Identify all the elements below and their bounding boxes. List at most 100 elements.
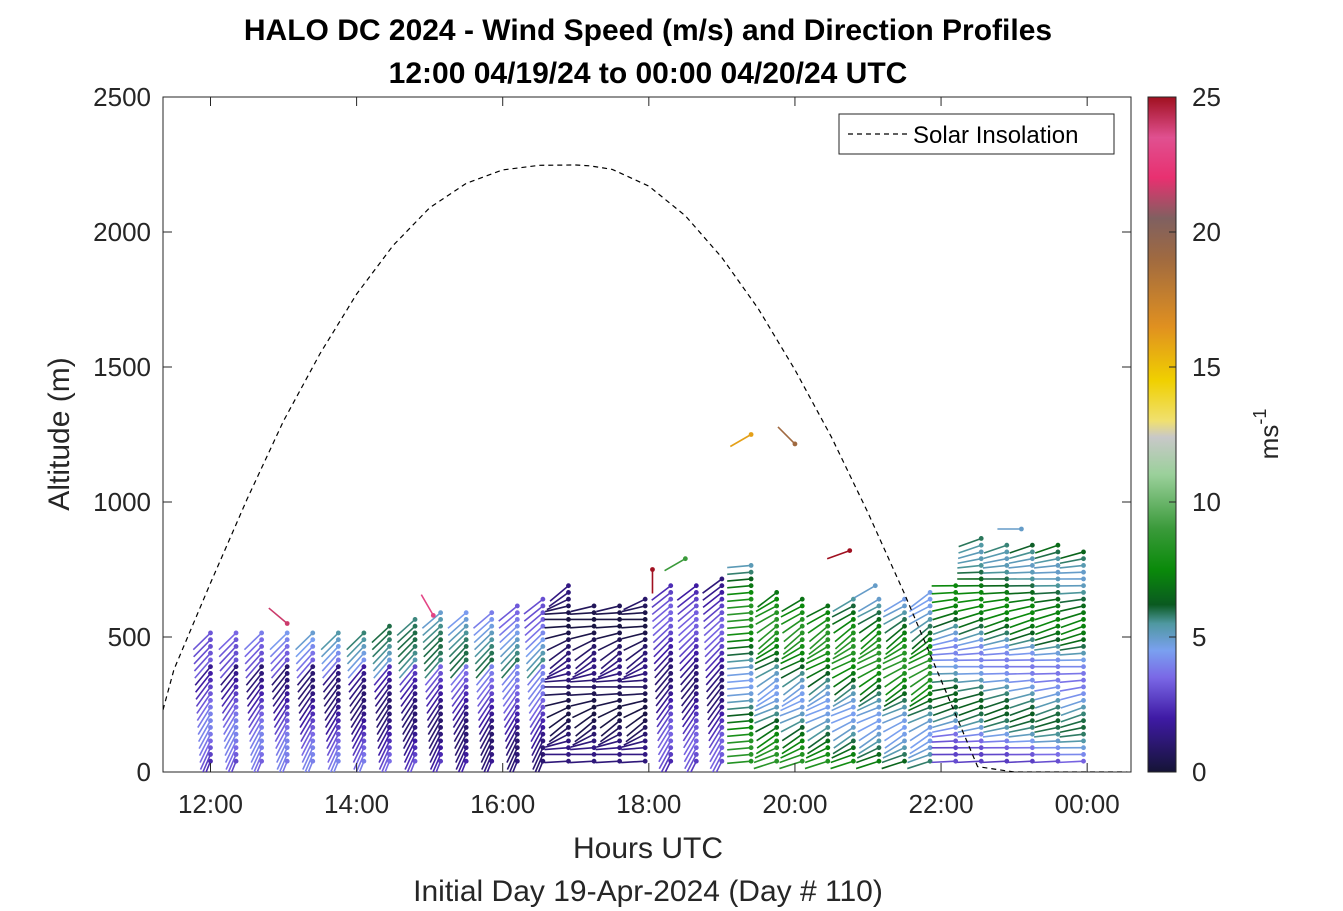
wind-barb	[195, 677, 213, 700]
wind-barb	[531, 738, 546, 763]
wind-barb-dot	[514, 752, 520, 757]
wind-barb-shaft	[202, 754, 212, 772]
wind-barb	[621, 623, 648, 629]
wind-barb-dot	[1081, 745, 1086, 751]
wind-barb-dot	[361, 704, 367, 710]
wind-barb-dot	[1081, 583, 1086, 589]
wind-barb-dot	[284, 711, 290, 717]
wind-barb	[193, 650, 213, 672]
wind-barb-dot	[799, 711, 805, 717]
wind-barb-dot	[566, 596, 571, 602]
wind-barb-shaft	[833, 639, 854, 656]
wind-barb-shaft	[423, 652, 442, 672]
wind-barb-dot	[719, 752, 725, 757]
wind-barb-shaft	[599, 645, 621, 662]
wind-barb	[625, 644, 648, 662]
wind-barb-shaft	[621, 692, 646, 696]
wind-barb	[452, 698, 469, 721]
wind-barb-dot	[591, 650, 597, 656]
wind-barb-dot	[825, 718, 831, 724]
wind-barb-dot	[799, 704, 805, 710]
wind-barb-shaft	[982, 733, 1007, 738]
wind-barb-shaft	[703, 605, 723, 623]
wind-barb	[525, 644, 546, 665]
wind-barb-dot	[1004, 576, 1010, 582]
wind-barb	[705, 664, 725, 686]
wind-barb-shaft	[501, 672, 518, 693]
wind-barb	[324, 704, 341, 728]
wind-barb	[660, 752, 674, 772]
wind-barb-shaft	[403, 740, 416, 763]
wind-barb-dot	[566, 684, 571, 690]
wind-barb-dot	[876, 691, 882, 697]
wind-barb-shaft	[779, 713, 803, 724]
wind-barb-dot	[978, 617, 984, 622]
wind-barb-dot	[693, 650, 699, 656]
wind-barb-dot	[566, 725, 571, 730]
wind-barb-shaft	[326, 727, 340, 749]
wind-barb-shaft	[1034, 733, 1059, 738]
wind-barb-shaft	[1033, 760, 1058, 764]
wind-barb-shaft	[1060, 632, 1084, 641]
wind-barb-dot	[1004, 711, 1010, 717]
wind-barb-dot	[489, 677, 495, 683]
wind-barb	[1008, 745, 1035, 751]
wind-barb-dot	[233, 664, 239, 670]
wind-barb	[1034, 637, 1061, 647]
wind-barb-dot	[591, 704, 597, 710]
wind-barb-dot	[774, 590, 780, 595]
wind-barb	[932, 718, 959, 729]
wind-barb-shaft	[652, 618, 672, 637]
wind-barb	[857, 664, 882, 679]
wind-barb-shaft	[910, 639, 931, 656]
wind-barb-shaft	[348, 672, 365, 693]
wind-barb-shaft	[432, 754, 442, 772]
wind-barb	[322, 657, 341, 679]
wind-barb	[269, 630, 290, 651]
wind-barb	[546, 704, 571, 719]
wind-barb-shaft	[704, 645, 723, 665]
wind-barb	[428, 725, 444, 749]
wind-barb	[455, 745, 469, 770]
wind-barb-dot	[335, 738, 341, 744]
wind-barb-dot	[259, 731, 265, 737]
wind-barb	[982, 650, 1010, 656]
wind-barb	[298, 691, 316, 714]
wind-barb-shaft	[780, 699, 803, 712]
wind-barb-shaft	[621, 679, 646, 683]
wind-barb-dot	[540, 623, 546, 629]
wind-barb-shaft	[526, 659, 544, 679]
wind-barb	[448, 623, 469, 644]
wind-barb-shaft	[882, 652, 905, 665]
wind-barb	[243, 630, 265, 651]
wind-barb	[1008, 563, 1035, 569]
wind-barb	[300, 725, 316, 749]
wind-barb-dot	[1004, 637, 1010, 643]
wind-barb	[219, 644, 239, 665]
wind-barb-dot	[774, 637, 780, 643]
wind-barb-shaft	[570, 692, 595, 696]
wind-barb-dot	[1081, 549, 1086, 555]
wind-barb	[907, 657, 933, 671]
wind-barb-dot	[850, 603, 856, 609]
wind-barb-shaft	[498, 605, 518, 622]
wind-barb-shaft	[857, 598, 880, 613]
wind-barb-dot	[591, 610, 597, 616]
wind-barb-shaft	[299, 706, 314, 728]
wind-barb	[275, 731, 290, 756]
wind-barb	[273, 704, 290, 728]
wind-barb-dot	[1081, 610, 1086, 616]
wind-barb-dot	[1055, 644, 1061, 649]
wind-barb-shaft	[524, 618, 544, 637]
wind-barb-shaft	[595, 679, 620, 683]
wind-barb-shaft	[1060, 625, 1084, 636]
wind-barb-shaft	[546, 598, 569, 611]
wind-barb-shaft	[653, 639, 672, 658]
wind-barb-dot	[387, 691, 392, 697]
wind-barb	[707, 698, 725, 721]
wind-barb	[957, 603, 984, 612]
wind-barb-dot	[412, 657, 418, 663]
wind-barb-shaft	[545, 740, 569, 748]
wind-barb-shaft	[528, 686, 544, 707]
wind-barb-shaft	[957, 740, 982, 743]
